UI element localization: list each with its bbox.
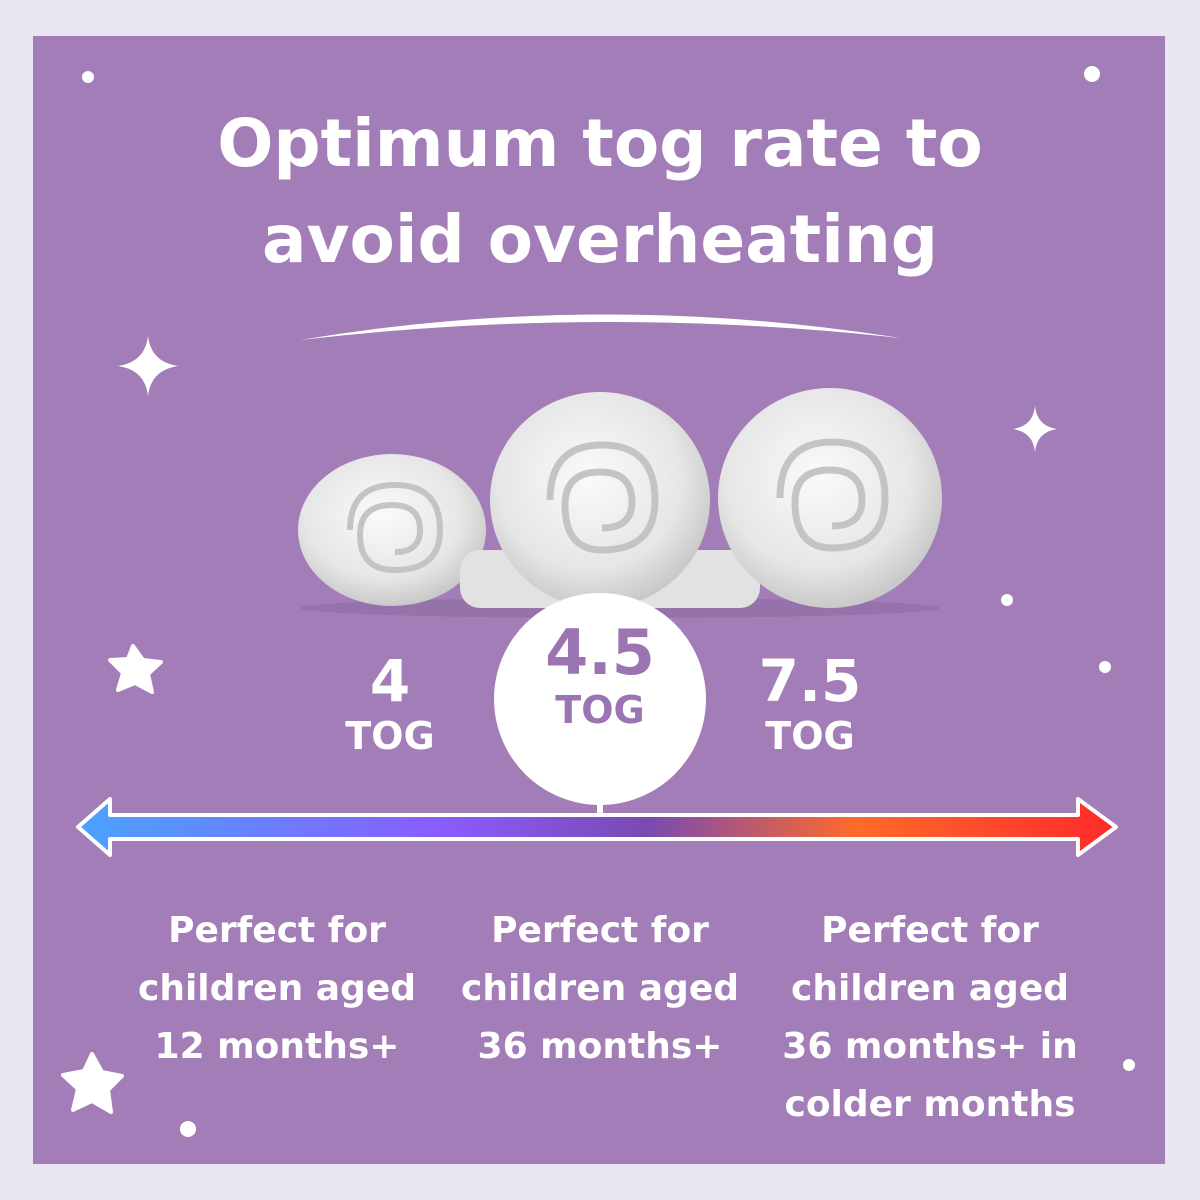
duvet-roll-7-5-tog (718, 388, 942, 608)
tog-unit: TOG (765, 714, 855, 758)
tog-value: 4.5 (545, 616, 655, 689)
highlight-circle (494, 593, 706, 805)
tog-value: 7.5 (758, 647, 862, 715)
tog-option-7-5: 7.5 TOG (740, 648, 880, 758)
star-icon (61, 1052, 124, 1114)
description-line: children aged (138, 968, 416, 1009)
dot-icon (1084, 66, 1100, 82)
description-line: Perfect for (821, 910, 1039, 951)
dot-icon (1123, 1059, 1135, 1071)
page-title: Optimum tog rate to avoid overheating (0, 96, 1200, 288)
star-icon (108, 644, 163, 694)
description-line: 36 months+ in (782, 1026, 1078, 1067)
title-line-2: avoid overheating (261, 201, 939, 278)
dot-icon (82, 71, 94, 83)
tog-option-4-5: 4.5 TOG (494, 616, 706, 733)
tog-unit: TOG (345, 714, 435, 758)
description-7-5-tog: Perfect for children aged 36 months+ in … (770, 902, 1090, 1134)
description-line: 12 months+ (154, 1026, 400, 1067)
title-underline (300, 314, 900, 340)
description-4-5-tog: Perfect for children aged 36 months+ (440, 902, 760, 1076)
circle-pointer (597, 800, 603, 820)
dot-icon (1099, 661, 1111, 673)
description-line: colder months (784, 1084, 1076, 1125)
tog-option-4: 4 TOG (320, 648, 460, 758)
description-4-tog: Perfect for children aged 12 months+ (117, 902, 437, 1076)
dot-icon (180, 1121, 196, 1137)
tog-value: 4 (369, 647, 411, 715)
description-line: Perfect for (168, 910, 386, 951)
title-line-1: Optimum tog rate to (217, 105, 983, 182)
temperature-arrow (76, 797, 1118, 857)
description-line: children aged (461, 968, 739, 1009)
description-line: 36 months+ (477, 1026, 723, 1067)
sparkle-icon (118, 336, 178, 396)
duvet-roll-4-5-tog (460, 392, 760, 608)
tog-unit: TOG (555, 688, 645, 732)
dot-icon (1001, 594, 1013, 606)
description-line: children aged (791, 968, 1069, 1009)
duvet-roll-image (298, 388, 942, 618)
sparkle-icon (1013, 406, 1057, 452)
duvet-roll-4-tog (298, 454, 486, 606)
description-line: Perfect for (491, 910, 709, 951)
